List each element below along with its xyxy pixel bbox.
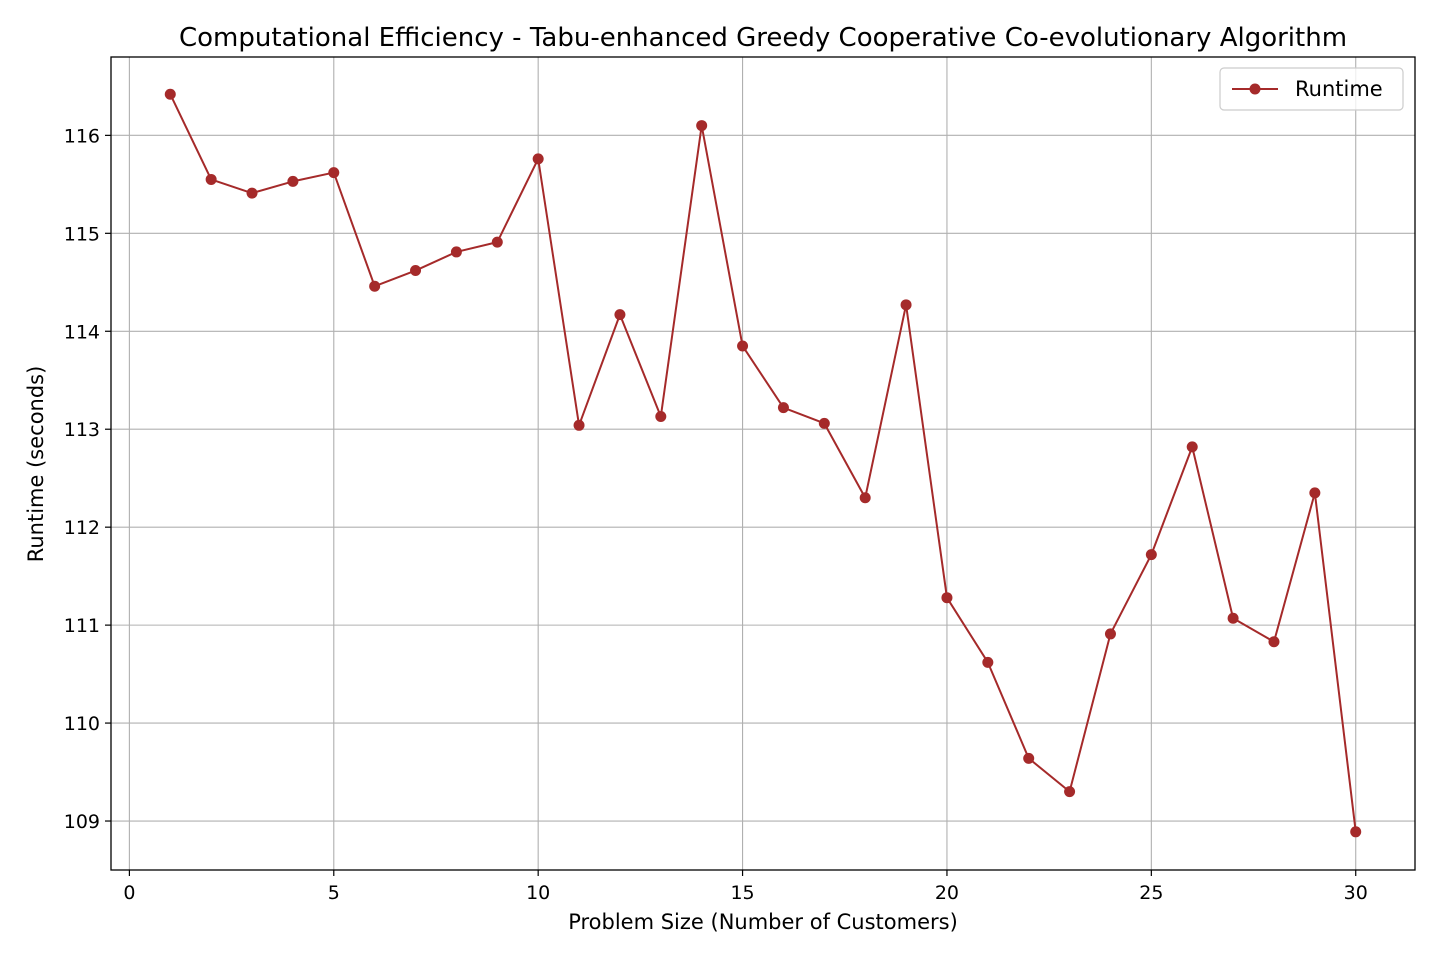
x-tick-label: 0	[123, 882, 135, 904]
data-point	[982, 656, 994, 668]
data-point	[941, 592, 953, 604]
y-tick-label: 114	[64, 321, 100, 343]
chart-title: Computational Efficiency - Tabu-enhanced…	[179, 23, 1347, 53]
data-point	[737, 340, 749, 352]
data-point	[328, 167, 340, 179]
data-point	[410, 265, 422, 277]
x-tick-label: 30	[1344, 882, 1368, 904]
y-tick-label: 113	[64, 419, 100, 441]
data-point	[164, 88, 176, 100]
legend-marker	[1249, 83, 1261, 95]
axis-ticks: 0 5 10 15 20 25 30 109 110 111 112 113 114 115 116	[64, 125, 1368, 904]
y-tick-label: 116	[64, 125, 100, 147]
y-tick-label: 109	[64, 811, 100, 833]
y-tick-label: 111	[64, 615, 100, 637]
x-tick-label: 20	[935, 882, 959, 904]
y-tick-label: 112	[64, 517, 100, 539]
data-point	[818, 417, 830, 429]
data-point	[287, 175, 299, 187]
data-point	[655, 410, 667, 422]
data-point	[777, 402, 789, 414]
data-point	[246, 187, 258, 199]
grid-lines	[111, 57, 1415, 870]
data-point	[1023, 752, 1035, 764]
data-point	[573, 419, 585, 431]
data-point	[614, 309, 626, 321]
data-point	[1104, 628, 1116, 640]
data-point	[369, 280, 381, 292]
legend: Runtime	[1219, 67, 1404, 111]
plot-frame	[110, 56, 1416, 871]
data-point	[491, 236, 503, 248]
data-point	[205, 173, 217, 185]
data-point	[450, 246, 462, 258]
data-point	[1145, 549, 1157, 561]
x-tick-label: 15	[730, 882, 754, 904]
data-point	[1350, 826, 1362, 838]
data-point	[859, 492, 871, 504]
x-tick-label: 5	[328, 882, 340, 904]
data-point	[532, 153, 544, 165]
legend-box	[1219, 67, 1404, 111]
data-point	[1268, 636, 1280, 648]
legend-label-runtime: Runtime	[1295, 77, 1383, 101]
y-tick-label: 110	[64, 713, 100, 735]
x-axis-label: Problem Size (Number of Customers)	[568, 910, 958, 934]
data-point	[1309, 487, 1321, 499]
y-axis-label: Runtime (seconds)	[24, 366, 48, 563]
data-point	[1186, 441, 1198, 453]
y-tick-label: 115	[64, 223, 100, 245]
data-point	[1064, 786, 1076, 798]
data-point	[900, 299, 912, 311]
series-runtime	[164, 88, 1362, 838]
x-tick-label: 10	[526, 882, 550, 904]
data-point	[1227, 612, 1239, 624]
series-line	[169, 93, 1357, 832]
x-tick-label: 25	[1139, 882, 1163, 904]
data-point	[696, 120, 708, 132]
